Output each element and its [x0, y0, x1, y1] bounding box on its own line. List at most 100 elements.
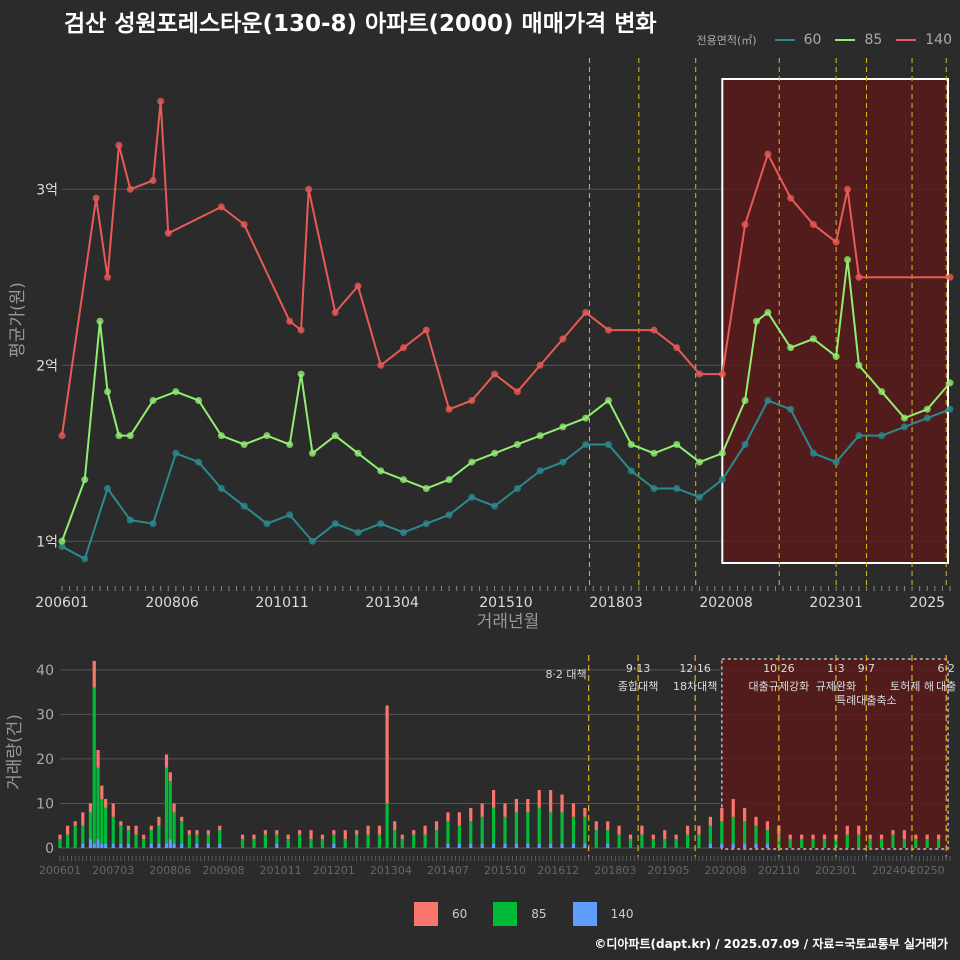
- bar-segment-60: [560, 794, 564, 813]
- bar-segment-60: [377, 825, 382, 835]
- data-point-60: [217, 484, 225, 492]
- bar-segment-140: [765, 843, 770, 848]
- bar-segment-85: [434, 830, 439, 848]
- x-tick-label: 200601: [39, 864, 81, 877]
- bar-segment-85: [571, 816, 576, 844]
- bar-segment-85: [834, 839, 838, 848]
- bar-segment-85: [240, 839, 245, 848]
- bar-segment-85: [423, 834, 427, 848]
- bar-segment-85: [503, 816, 507, 844]
- bar-segment-85: [81, 825, 85, 844]
- bar-segment-85: [104, 807, 108, 844]
- data-point-85: [400, 476, 408, 484]
- bar-segment-60: [164, 754, 169, 768]
- bar-segment-60: [393, 821, 397, 831]
- bar-segment-85: [800, 839, 804, 848]
- data-point-60: [400, 528, 408, 536]
- bar-segment-85: [914, 839, 918, 848]
- data-point-140: [604, 326, 612, 334]
- bar-segment-140: [168, 839, 172, 848]
- data-point-60: [468, 493, 476, 501]
- data-point-85: [172, 388, 180, 396]
- bar-segment-140: [571, 843, 576, 848]
- bar-segment-60: [218, 825, 222, 831]
- bar-segment-85: [100, 799, 104, 844]
- bar-segment-140: [81, 843, 85, 848]
- bar-segment-60: [800, 834, 804, 840]
- data-point-85: [240, 440, 248, 448]
- data-point-140: [305, 185, 313, 193]
- bar-segment-85: [720, 821, 724, 844]
- bar-segment-85: [936, 839, 941, 848]
- data-point-60: [582, 440, 590, 448]
- bar-segment-60: [549, 790, 553, 813]
- data-point-85: [673, 440, 681, 448]
- data-point-85: [217, 432, 225, 440]
- bar-segment-85: [788, 839, 792, 848]
- bar-segment-60: [423, 825, 427, 835]
- bar-segment-140: [549, 843, 553, 848]
- legend-swatch-60: [774, 39, 795, 41]
- bar-segment-60: [355, 830, 359, 835]
- bar-segment-85: [640, 834, 644, 848]
- data-point-60: [900, 423, 908, 431]
- data-point-60: [923, 414, 931, 422]
- x-tick-label: 201803: [589, 595, 642, 611]
- data-point-60: [354, 528, 362, 536]
- bar-segment-85: [606, 830, 610, 844]
- data-point-60: [331, 520, 339, 528]
- legend-swatch-140: [896, 39, 917, 41]
- data-point-60: [696, 493, 704, 501]
- bar-segment-60: [720, 807, 724, 822]
- data-point-140: [809, 220, 817, 228]
- x-tick-label: 200601: [35, 595, 88, 611]
- bar-segment-60: [119, 821, 123, 826]
- bar-segment-140: [491, 843, 496, 848]
- data-point-140: [491, 370, 499, 378]
- bar-segment-60: [845, 825, 849, 835]
- policy-date-label: 9·7: [858, 662, 876, 675]
- bar-segment-85: [377, 834, 382, 848]
- data-point-60: [126, 516, 134, 524]
- bar-segment-85: [172, 812, 176, 844]
- data-point-85: [377, 467, 385, 475]
- bar-segment-140: [708, 843, 712, 848]
- bar-segment-85: [514, 812, 519, 844]
- bar-segment-85: [743, 821, 747, 844]
- y-tick-label: 0: [45, 841, 54, 857]
- bar-segment-85: [275, 834, 279, 844]
- bar-segment-140: [126, 843, 131, 848]
- x-tick-label: 202008: [699, 595, 752, 611]
- series-line-140: [61, 101, 950, 436]
- bar-segment-60: [142, 834, 146, 840]
- bar-segment-60: [434, 821, 439, 831]
- bar-segment-60: [651, 834, 655, 840]
- data-point-85: [809, 335, 817, 343]
- data-point-140: [217, 203, 225, 211]
- legend-title: 전용면적(㎡): [696, 34, 757, 47]
- bar-segment-85: [111, 816, 115, 844]
- y-tick-label: 3억: [36, 182, 58, 198]
- bar-segment-85: [252, 839, 256, 848]
- highlight-region: [721, 78, 949, 564]
- bar-segment-85: [343, 839, 347, 848]
- bar-segment-85: [400, 839, 404, 848]
- data-point-60: [627, 467, 635, 475]
- bar-segment-85: [157, 825, 161, 844]
- bar-segment-60: [685, 825, 690, 835]
- bar-segment-60: [879, 834, 884, 840]
- bar-segment-85: [92, 687, 96, 844]
- x-tick-label: 200908: [203, 864, 245, 877]
- bar-segment-60: [92, 660, 96, 688]
- data-point-60: [650, 484, 658, 492]
- data-point-60: [286, 511, 294, 519]
- bar-segment-85: [549, 812, 553, 844]
- policy-name-label: 규제완화: [816, 680, 856, 693]
- legend-label-140: 140: [925, 32, 952, 48]
- bar-segment-140: [480, 843, 484, 848]
- data-point-85: [900, 414, 908, 422]
- data-point-60: [195, 458, 203, 466]
- data-point-60: [741, 440, 749, 448]
- bar-segment-60: [366, 825, 370, 835]
- bar-segment-85: [594, 830, 598, 848]
